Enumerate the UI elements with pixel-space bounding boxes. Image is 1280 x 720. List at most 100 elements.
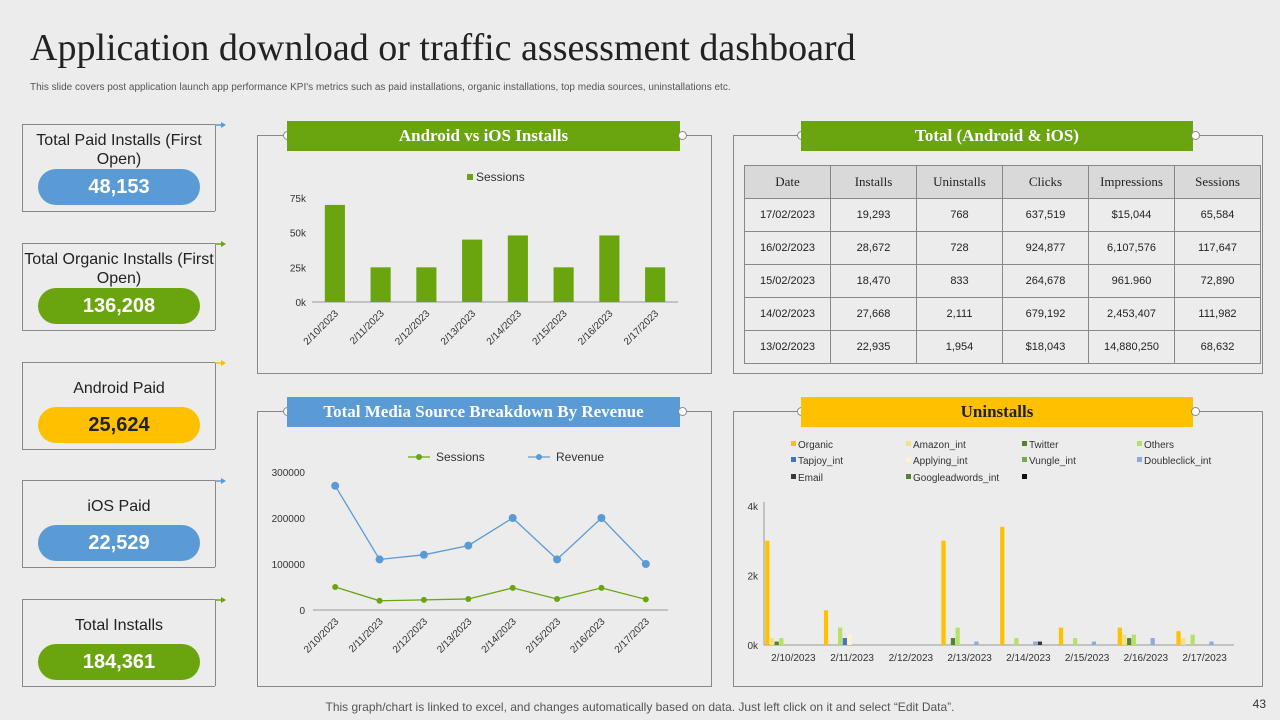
legend-swatch (791, 457, 796, 462)
bar-sessions (324, 204, 345, 302)
y-tick-label: 100000 (272, 560, 306, 571)
table-cell: 14,880,250 (1088, 330, 1175, 364)
point-sessions (509, 584, 516, 591)
legend-swatch (906, 441, 911, 446)
point-revenue (375, 555, 384, 564)
bar-organic (1058, 627, 1064, 645)
legend-label: Others (1144, 440, 1174, 451)
totals-table: Date Installs Uninstalls Clicks Impressi… (744, 165, 1261, 364)
bar-doubleclick_int (1091, 641, 1097, 645)
media-panel (257, 411, 712, 687)
connector-dot (1191, 131, 1200, 140)
y-tick-label: 300000 (272, 468, 306, 479)
x-tick-label: 2/16/2023 (568, 616, 608, 656)
legend-label: Revenue (556, 450, 604, 464)
table-cell: 833 (916, 264, 1003, 298)
legend-swatch (467, 174, 473, 180)
kpi-card-total-paid-installs: Total Paid Installs (First Open) 48,153 (22, 122, 226, 212)
y-tick-label: 0k (295, 298, 307, 309)
bar-tapjoy_int (842, 638, 847, 645)
x-tick-label: 2/12/2023 (391, 616, 431, 656)
bar-sessions (507, 235, 528, 302)
bar-sessions (599, 235, 620, 302)
point-sessions (332, 584, 339, 590)
bar-others (1131, 634, 1137, 645)
bar-others (1014, 638, 1019, 645)
kpi-value: 22,529 (38, 525, 200, 561)
table-row: 17/02/2023 19,293 768 637,519 $15,044 65… (744, 198, 1261, 232)
table-cell: 728 (916, 231, 1003, 265)
bar-amazon_int (1181, 638, 1186, 645)
point-revenue (508, 514, 517, 522)
table-cell: 1,954 (916, 330, 1003, 364)
y-tick-label: 4k (747, 502, 759, 513)
column-header: Date (744, 165, 831, 199)
kpi-value: 25,624 (38, 407, 200, 443)
legend-label: Doubleclick_int (1144, 456, 1211, 467)
x-tick-label: 2/12/2023 (393, 308, 433, 348)
table-cell: 264,678 (1002, 264, 1089, 298)
legend-label: Vungle_int (1029, 456, 1076, 467)
uninstalls-panel (733, 411, 1263, 687)
kpi-label: Total Organic Installs (First Open) (24, 251, 214, 287)
table-cell: 27,668 (830, 297, 917, 331)
point-revenue (553, 555, 562, 564)
legend-label: Email (798, 473, 823, 484)
bar-amazon_int (769, 638, 775, 645)
kpi-value: 136,208 (38, 288, 200, 324)
x-tick-label: 2/17/2023 (622, 308, 662, 348)
bar-sessions (645, 267, 666, 302)
bar-twitter (1127, 638, 1132, 645)
point-sessions (465, 595, 472, 602)
table-cell: 768 (916, 198, 1003, 232)
x-tick-label: 2/10/2023 (302, 616, 342, 656)
legend-swatch (1022, 457, 1027, 462)
kpi-card-android-paid: Android Paid 25,624 (22, 360, 226, 450)
bar-others (955, 627, 960, 645)
point-sessions (554, 595, 561, 602)
table-cell: 17/02/2023 (744, 198, 831, 232)
bar-organic (1000, 526, 1005, 645)
table-cell: 18,470 (830, 264, 917, 298)
y-tick-label: 25k (290, 263, 307, 274)
kpi-label: iOS Paid (87, 498, 151, 515)
point-revenue (641, 560, 650, 568)
y-tick-label: 75k (290, 194, 307, 205)
point-sessions (420, 596, 427, 603)
kpi-label: Total Paid Installs (First Open) (36, 132, 202, 168)
footer-note: This graph/chart is linked to excel, and… (325, 700, 955, 714)
table-cell: 13/02/2023 (744, 330, 831, 364)
legend-label: Sessions (436, 450, 485, 464)
page-title: Application download or traffic assessme… (30, 27, 856, 69)
column-header: Impressions (1088, 165, 1175, 199)
table-cell: 6,107,576 (1088, 231, 1175, 265)
bar-sessions (416, 267, 437, 302)
bar-amazon_int (1122, 634, 1127, 645)
kpi-label: Total Installs (74, 617, 164, 634)
bar-twitter (774, 641, 779, 645)
bar-sessions (553, 267, 574, 302)
series-line-revenue (334, 485, 647, 565)
legend-swatch (906, 474, 911, 479)
table-cell: 19,293 (830, 198, 917, 232)
uninstalls-bar-chart: 0k 2k 4k 2/10/2023 2/11/2023 2/12/2023 2/13/20… (747, 440, 1234, 664)
x-tick-label: 2/15/2023 (524, 616, 564, 656)
legend-marker (416, 454, 422, 460)
table-row: 16/02/2023 28,672 728 924,877 6,107,576 … (744, 231, 1261, 265)
kpi-value: 184,361 (38, 644, 200, 680)
table-cell: 117,647 (1174, 231, 1261, 265)
legend-swatch (1022, 441, 1027, 446)
x-tick-label: 2/14/2023 (1006, 653, 1051, 664)
y-tick-label: 50k (290, 229, 307, 240)
legend-swatch (906, 457, 911, 462)
bar-twitter (950, 638, 956, 645)
arrow-icon (215, 478, 226, 484)
bar-organic (765, 540, 770, 645)
connector-dot (1191, 407, 1200, 416)
bar-others (1190, 634, 1195, 645)
legend-swatch (791, 474, 796, 479)
x-tick-label: 2/12/2023 (889, 653, 934, 664)
bar-others (779, 638, 784, 645)
bar-others (1073, 638, 1078, 645)
